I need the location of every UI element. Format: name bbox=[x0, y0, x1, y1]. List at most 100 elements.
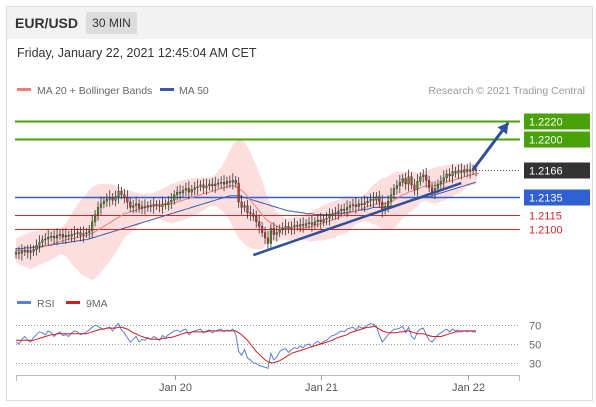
candle-body bbox=[290, 226, 293, 230]
candle-body bbox=[316, 219, 319, 222]
candle-body bbox=[14, 252, 18, 255]
candle-body bbox=[469, 169, 472, 172]
candle-body bbox=[231, 180, 234, 183]
candle-body bbox=[357, 203, 360, 207]
candle-body bbox=[132, 205, 135, 208]
candle-body bbox=[70, 234, 73, 237]
x-tick-label: Jan 21 bbox=[305, 382, 338, 394]
candle-body bbox=[246, 205, 249, 214]
rsi-line bbox=[15, 322, 476, 369]
candle-body bbox=[111, 197, 114, 201]
price-plot: 1.2220 1.2200 1.2166 1.2135 1.2115 1.2100 bbox=[14, 113, 590, 280]
candle-body bbox=[217, 182, 220, 185]
level-label-box bbox=[524, 113, 590, 130]
candle-body bbox=[454, 171, 457, 174]
candle-body bbox=[287, 226, 290, 230]
candle-body bbox=[404, 178, 407, 185]
candle-body bbox=[340, 208, 343, 212]
candle-body bbox=[261, 226, 264, 233]
candle-body bbox=[378, 196, 381, 203]
candle-body bbox=[20, 251, 23, 254]
candle-body bbox=[474, 169, 478, 171]
candle-body bbox=[214, 183, 217, 186]
candle-body bbox=[41, 239, 44, 243]
candle-body bbox=[395, 185, 398, 189]
candle-body bbox=[381, 201, 384, 211]
candle-body bbox=[120, 190, 123, 195]
legend-9ma-label: 9MA bbox=[86, 298, 108, 310]
candle-body bbox=[146, 205, 149, 208]
candle-body bbox=[252, 213, 255, 217]
candle-body bbox=[149, 205, 152, 207]
candle-body bbox=[422, 174, 425, 177]
candle-body bbox=[263, 232, 267, 239]
candle-body bbox=[26, 250, 29, 253]
candle-body bbox=[178, 191, 182, 194]
candle-body bbox=[102, 200, 105, 205]
candle-body bbox=[85, 232, 88, 234]
candle-body bbox=[351, 204, 355, 206]
candle-body bbox=[140, 206, 144, 209]
candle-body bbox=[387, 200, 390, 207]
candle-body bbox=[296, 225, 299, 227]
candle-body bbox=[184, 188, 188, 191]
candle-body bbox=[398, 181, 401, 186]
candle-body bbox=[313, 221, 316, 225]
candle-body bbox=[372, 199, 375, 201]
candle-body bbox=[416, 181, 419, 190]
candle-body bbox=[346, 207, 349, 211]
candle-body bbox=[463, 169, 466, 173]
candle-body bbox=[61, 234, 64, 238]
candle-body bbox=[269, 227, 272, 244]
candle-body bbox=[199, 184, 202, 187]
candle-body bbox=[47, 236, 50, 240]
candle-body bbox=[466, 169, 469, 172]
candle-body bbox=[392, 188, 396, 195]
candle-body bbox=[58, 234, 62, 236]
candle-body bbox=[211, 183, 214, 186]
candle-body bbox=[35, 244, 38, 250]
candle-body bbox=[193, 187, 196, 190]
candle-body bbox=[334, 212, 337, 215]
candle-body bbox=[319, 219, 322, 222]
candle-body bbox=[448, 173, 451, 177]
candle-body bbox=[73, 233, 76, 235]
candle-body bbox=[94, 214, 97, 223]
candle-body bbox=[143, 206, 146, 208]
candle-body bbox=[266, 237, 270, 244]
candle-body bbox=[331, 213, 334, 216]
candle-body bbox=[284, 226, 287, 229]
legend-rsi-label: RSI bbox=[37, 298, 55, 310]
candle-body bbox=[67, 235, 70, 237]
candle-body bbox=[208, 183, 211, 186]
candle-body bbox=[38, 242, 41, 246]
timeframe-badge bbox=[86, 12, 137, 34]
candle-body bbox=[29, 251, 32, 253]
candle-body bbox=[278, 228, 281, 233]
level-label-box bbox=[524, 162, 590, 179]
x-tick-label: Jan 20 bbox=[159, 382, 192, 394]
rsi-9ma-line bbox=[16, 325, 476, 364]
candle-body bbox=[328, 215, 331, 219]
candle-body bbox=[55, 235, 59, 239]
candle-body bbox=[53, 235, 56, 239]
x-axis-ticks: Jan 20 Jan 21 Jan 22 bbox=[16, 375, 520, 394]
candle-body bbox=[337, 210, 340, 213]
candle-body bbox=[170, 199, 173, 203]
candle-body bbox=[272, 227, 275, 235]
projection-arrow-head bbox=[497, 122, 509, 135]
candle-body bbox=[436, 183, 439, 189]
candle-body bbox=[375, 196, 378, 201]
candle-body bbox=[413, 184, 416, 190]
level-label-last_price: 1.2166 bbox=[529, 166, 563, 178]
candle-body bbox=[442, 177, 445, 182]
datetime-label: Friday, January 22, 2021 12:45:04 AM CET bbox=[17, 46, 257, 60]
candle-body bbox=[96, 207, 100, 215]
candle-body bbox=[135, 203, 138, 206]
candle-body bbox=[275, 232, 278, 235]
legend-ma50-label: MA 50 bbox=[179, 85, 209, 97]
candle-body bbox=[181, 190, 185, 194]
candle-body bbox=[249, 212, 252, 215]
candle-body bbox=[17, 252, 21, 254]
